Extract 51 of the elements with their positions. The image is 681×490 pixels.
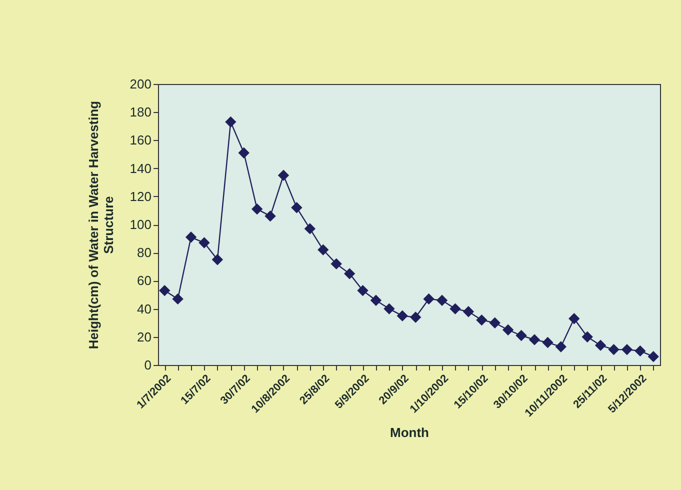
point	[304, 224, 316, 234]
point	[542, 337, 553, 348]
point	[186, 232, 196, 242]
point	[252, 204, 262, 214]
y-tick-label: 20	[137, 329, 152, 344]
point	[608, 344, 619, 355]
point	[476, 314, 487, 326]
y-tick-label: 180	[130, 104, 152, 120]
point	[212, 254, 223, 265]
point	[331, 258, 342, 270]
point	[410, 312, 421, 322]
point	[278, 170, 289, 181]
point	[463, 306, 474, 317]
point	[490, 318, 500, 328]
point	[318, 244, 328, 255]
y-tick-label: 60	[137, 273, 152, 288]
y-tick-label: 200	[130, 76, 152, 92]
point	[384, 304, 394, 314]
point	[172, 294, 183, 304]
y-tick-label: 120	[130, 188, 152, 204]
point	[238, 148, 250, 158]
point	[436, 295, 448, 306]
point	[648, 351, 659, 362]
y-tick-label: 140	[130, 160, 152, 176]
point	[199, 238, 210, 248]
y-tick-label: 80	[137, 245, 152, 260]
point	[595, 340, 606, 351]
point	[568, 313, 580, 324]
point	[622, 344, 632, 355]
point	[529, 334, 540, 345]
point	[450, 304, 460, 314]
point	[370, 295, 382, 306]
point	[265, 210, 276, 222]
y-tick-label: 40	[137, 301, 152, 316]
y-tick-label: 0	[144, 358, 152, 372]
point	[292, 202, 302, 213]
point	[424, 294, 434, 304]
point	[635, 346, 646, 356]
point	[516, 330, 526, 341]
x-axis-title: Month	[390, 424, 430, 440]
point	[358, 285, 368, 296]
point	[582, 332, 593, 342]
y-tick-label: 100	[130, 217, 152, 232]
point	[556, 342, 566, 352]
point	[397, 310, 408, 322]
y-axis-title: Height(cm) of Water in Water Harvesting Structure	[86, 100, 116, 350]
point	[159, 285, 170, 296]
point	[502, 324, 514, 336]
point	[344, 268, 355, 279]
point	[225, 116, 236, 128]
y-tick-label: 160	[130, 132, 152, 148]
